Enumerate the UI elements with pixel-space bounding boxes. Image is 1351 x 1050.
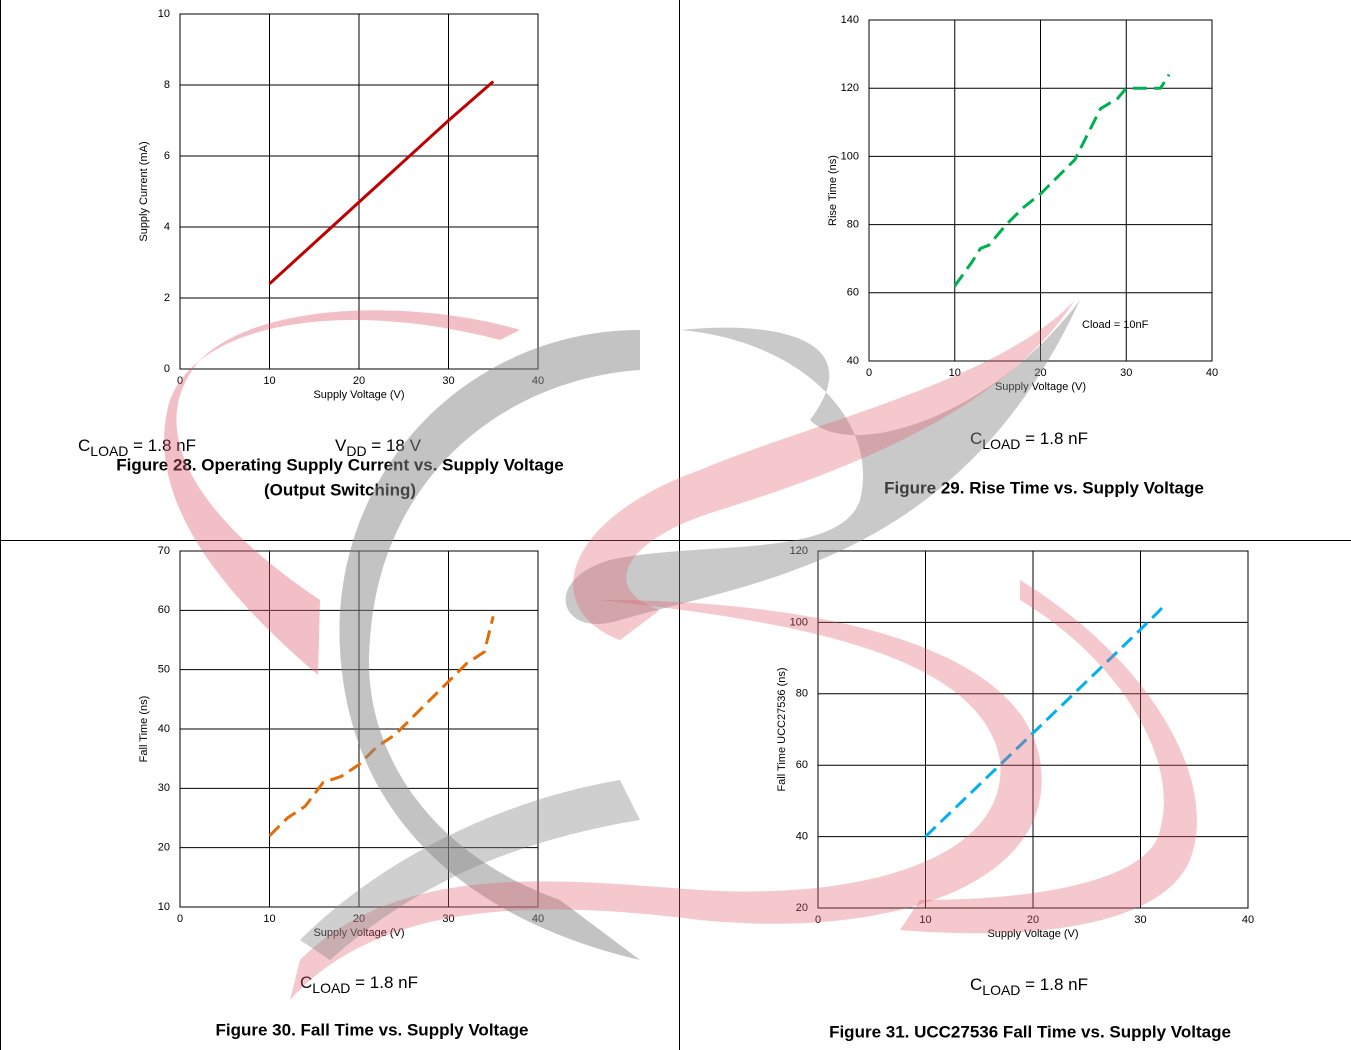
x-tick-label: 40 <box>532 375 544 387</box>
y-tick-label: 0 <box>164 363 170 375</box>
x-tick-label: 0 <box>177 913 183 925</box>
note-value: = 1.8 nF <box>350 973 418 992</box>
note-value: = 1.8 nF <box>128 436 196 455</box>
chart: 10 20 30 40 50 60 70 0 10 20 30 40 Supply Voltage (V… <box>138 545 544 1040</box>
data-line <box>953 73 1171 287</box>
x-tick-label: 30 <box>1134 914 1146 926</box>
y-axis-label: Fall Time UCC27536 (ns) <box>776 667 788 791</box>
x-tick-label: 0 <box>815 914 821 926</box>
y-tick-label: 10 <box>158 8 170 20</box>
x-tick-label: 10 <box>263 375 275 387</box>
y-tick-label: 80 <box>847 219 859 231</box>
note-subscript: LOAD <box>982 982 1020 998</box>
y-tick-label: 40 <box>847 355 859 367</box>
note-value: = 1.8 nF <box>1020 429 1088 448</box>
y-axis-label: Supply Current (mA) <box>138 141 150 241</box>
y-tick-label: 30 <box>158 782 170 794</box>
y-tick-label: 100 <box>790 616 808 628</box>
y-tick-label: 80 <box>796 688 808 700</box>
y-tick-label: 8 <box>164 79 170 91</box>
y-tick-label: 10 <box>158 901 170 913</box>
x-tick-label: 10 <box>949 367 961 379</box>
figure-caption: Figure 28. Operating Supply Current vs. … <box>116 455 563 474</box>
y-tick-label: 20 <box>796 902 808 914</box>
x-tick-label: 20 <box>353 913 365 925</box>
x-tick-label: 10 <box>263 913 275 925</box>
y-tick-label: 140 <box>841 14 859 26</box>
y-axis-label: Rise Time (ns) <box>827 155 839 226</box>
y-tick-label: 120 <box>841 82 859 94</box>
x-tick-label: 0 <box>866 367 872 379</box>
note-symbol: V <box>335 436 347 455</box>
y-tick-label: 70 <box>158 545 170 557</box>
note-symbol: C <box>78 436 90 455</box>
y-tick-label: 40 <box>796 831 808 843</box>
chart: 0 2 4 6 8 10 0 10 20 30 40 Supply Voltage (V) Supply… <box>78 8 564 500</box>
y-tick-label: 40 <box>158 723 170 735</box>
figure-caption: Figure 29. Rise Time vs. Supply Voltage <box>884 478 1204 497</box>
data-line <box>924 607 1164 838</box>
x-axis-label: Supply Voltage (V) <box>313 927 404 939</box>
x-tick-label: 40 <box>1206 367 1218 379</box>
y-tick-label: 50 <box>158 664 170 676</box>
data-line <box>268 80 495 285</box>
chart: 40 60 80 100 120 140 0 10 20 30 40 Supply Voltage (… <box>827 14 1218 498</box>
x-axis-label: Supply Voltage (V) <box>313 389 404 401</box>
note-symbol: C <box>300 973 312 992</box>
x-tick-label: 10 <box>919 914 931 926</box>
chart: 20 40 60 80 100 120 0 10 20 30 40 Supply Voltage (V… <box>776 545 1254 1042</box>
x-tick-label: 30 <box>1120 367 1132 379</box>
condition-note: CLOAD = 1.8 nF <box>970 975 1088 997</box>
x-tick-label: 40 <box>1242 914 1254 926</box>
condition-note: CLOAD = 1.8 nF <box>78 436 196 458</box>
y-tick-label: 60 <box>158 604 170 616</box>
x-tick-label: 20 <box>1034 367 1046 379</box>
x-axis-label: Supply Voltage (V) <box>987 928 1078 940</box>
y-tick-label: 6 <box>164 150 170 162</box>
x-tick-label: 30 <box>442 375 454 387</box>
x-axis-label: Supply Voltage (V) <box>995 381 1086 393</box>
note-value: = 1.8 nF <box>1020 975 1088 994</box>
y-tick-label: 20 <box>158 842 170 854</box>
x-tick-label: 0 <box>177 375 183 387</box>
condition-note: CLOAD = 1.8 nF <box>300 973 418 995</box>
figure-caption: Figure 31. UCC27536 Fall Time vs. Supply… <box>829 1022 1231 1041</box>
y-tick-label: 60 <box>847 287 859 299</box>
condition-note: CLOAD = 1.8 nF <box>970 429 1088 451</box>
note-subscript: LOAD <box>90 443 128 459</box>
x-tick-label: 20 <box>353 375 365 387</box>
note-subscript: LOAD <box>982 436 1020 452</box>
y-tick-label: 100 <box>841 150 859 162</box>
y-tick-label: 4 <box>164 221 170 233</box>
x-tick-label: 30 <box>442 913 454 925</box>
y-tick-label: 2 <box>164 292 170 304</box>
y-axis-label: Fall Time (ns) <box>138 696 150 763</box>
x-tick-label: 40 <box>532 913 544 925</box>
note-symbol: C <box>970 429 982 448</box>
figure-caption: Figure 30. Fall Time vs. Supply Voltage <box>215 1020 528 1039</box>
note-subscript: LOAD <box>312 980 350 996</box>
y-tick-label: 60 <box>796 759 808 771</box>
plot-note: Cload = 10nF <box>1082 319 1149 331</box>
note-symbol: C <box>970 975 982 994</box>
y-tick-label: 120 <box>790 545 808 557</box>
note-value: = 18 V <box>367 436 422 455</box>
x-tick-label: 20 <box>1027 914 1039 926</box>
figure-caption: (Output Switching) <box>264 480 416 499</box>
